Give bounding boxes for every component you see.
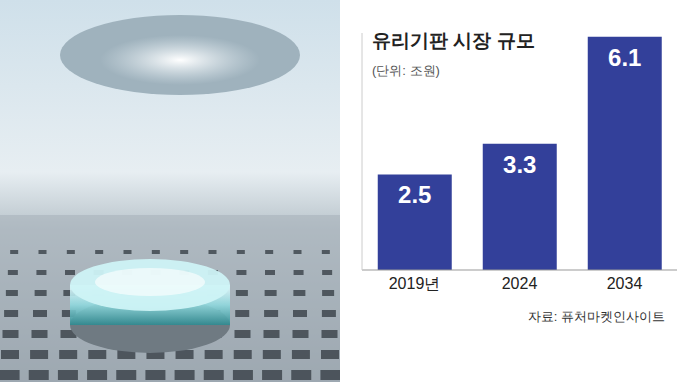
svg-text:3.3: 3.3 (503, 151, 536, 178)
html-text:유리기판 시장 규모: 유리기판 시장 규모 (372, 30, 535, 51)
html-text:(단위: 조원): (단위: 조원) (372, 63, 440, 78)
svg-text:2.5: 2.5 (398, 181, 431, 208)
svg-text:2024: 2024 (502, 275, 538, 292)
svg-text:2034: 2034 (607, 275, 643, 292)
svg-text:6.1: 6.1 (608, 44, 641, 71)
svg-text:2019년: 2019년 (389, 275, 441, 292)
html-text:자료: 퓨처마켓인사이트: 자료: 퓨처마켓인사이트 (527, 309, 665, 324)
